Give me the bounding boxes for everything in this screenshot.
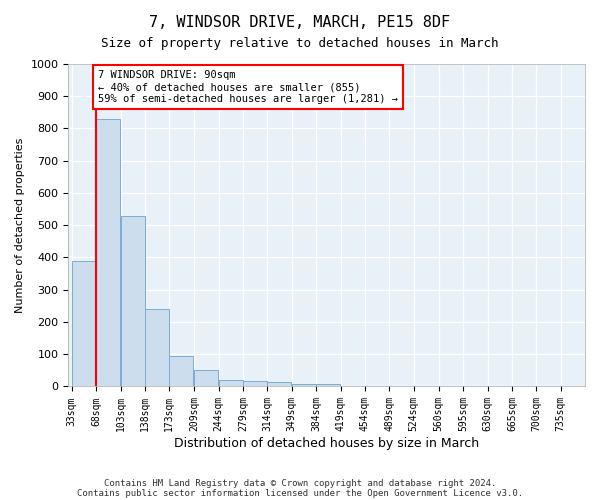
Bar: [194, 370, 218, 386]
Bar: [292, 384, 316, 386]
Bar: [169, 356, 193, 386]
Bar: [218, 380, 243, 386]
Text: 7 WINDSOR DRIVE: 90sqm
← 40% of detached houses are smaller (855)
59% of semi-de: 7 WINDSOR DRIVE: 90sqm ← 40% of detached…: [98, 70, 398, 104]
Bar: [145, 309, 169, 386]
Bar: [243, 380, 267, 386]
Text: Size of property relative to detached houses in March: Size of property relative to detached ho…: [101, 38, 499, 51]
Text: Contains public sector information licensed under the Open Government Licence v3: Contains public sector information licen…: [77, 488, 523, 498]
Y-axis label: Number of detached properties: Number of detached properties: [15, 138, 25, 313]
Bar: [268, 382, 292, 386]
X-axis label: Distribution of detached houses by size in March: Distribution of detached houses by size …: [174, 437, 479, 450]
Bar: [96, 119, 120, 386]
Text: 7, WINDSOR DRIVE, MARCH, PE15 8DF: 7, WINDSOR DRIVE, MARCH, PE15 8DF: [149, 15, 451, 30]
Bar: [316, 384, 340, 386]
Text: Contains HM Land Registry data © Crown copyright and database right 2024.: Contains HM Land Registry data © Crown c…: [104, 478, 496, 488]
Bar: [121, 216, 145, 386]
Bar: [72, 260, 96, 386]
